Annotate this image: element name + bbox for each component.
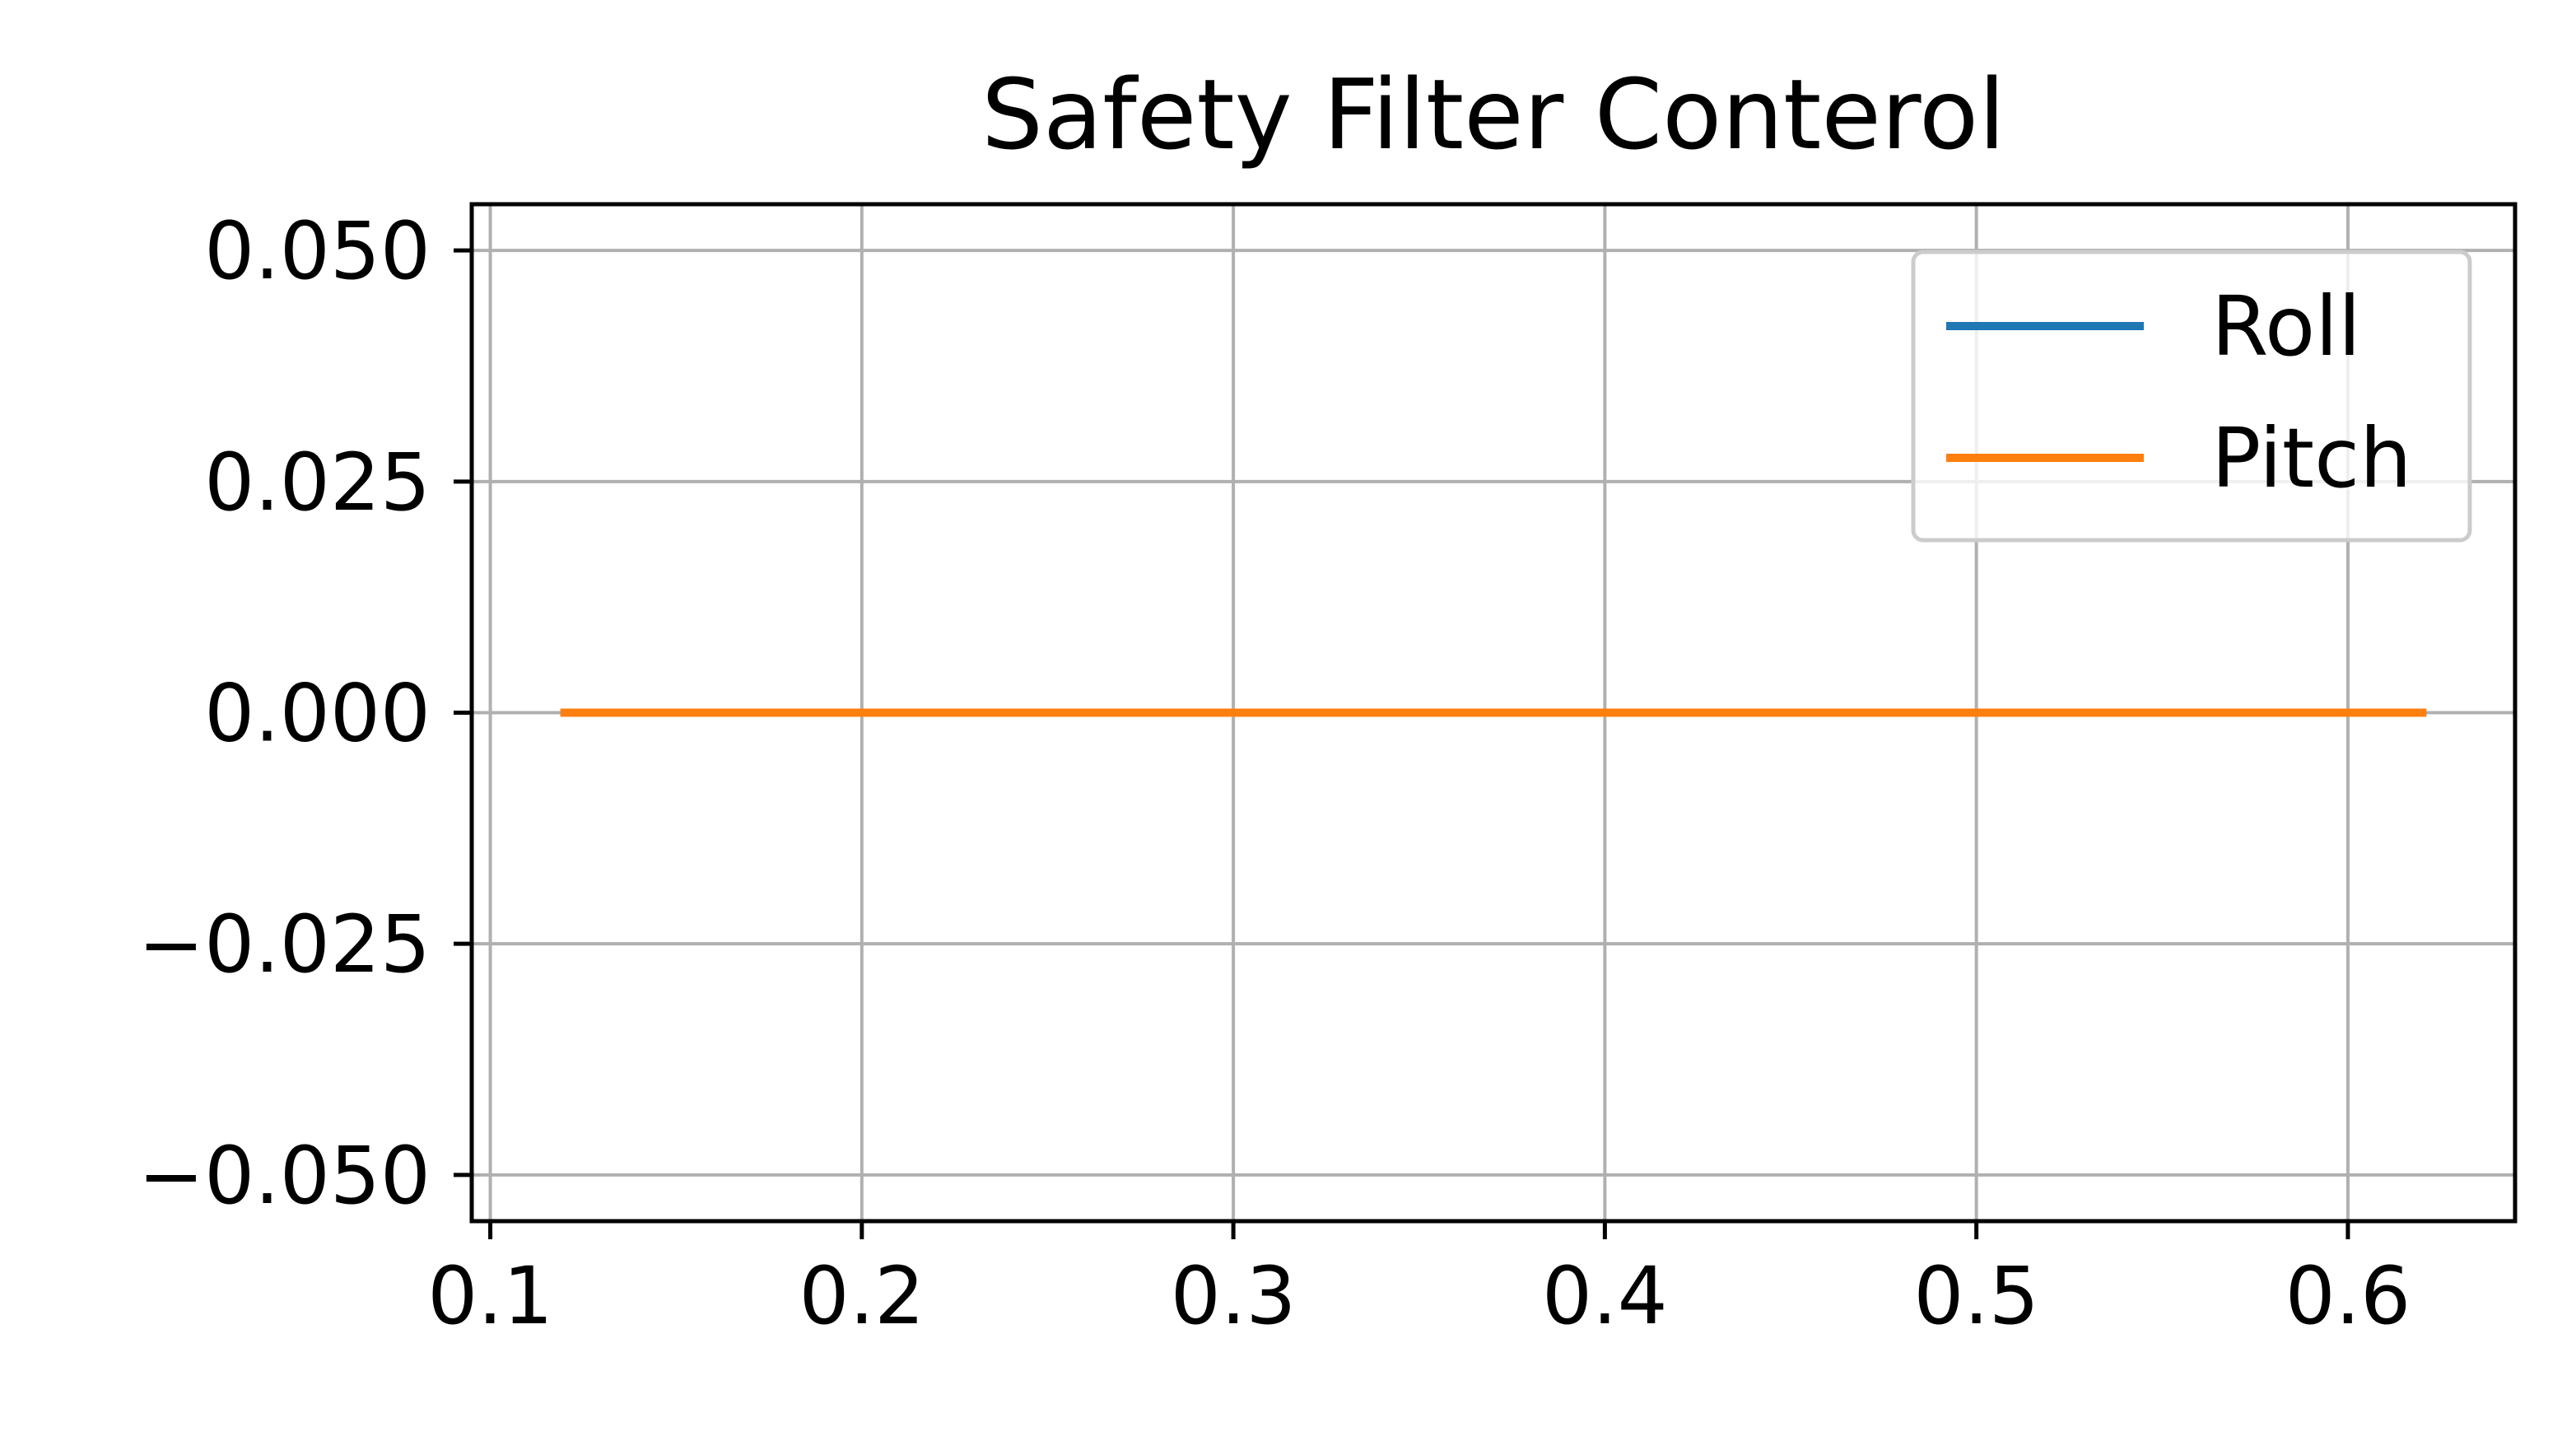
y-tick-label: 0.025	[204, 436, 431, 529]
legend-label-pitch: Pitch	[2211, 410, 2411, 506]
y-tick-label: −0.025	[138, 898, 431, 991]
x-tick-label: 0.5	[1913, 1250, 2039, 1342]
y-tick-label: 0.000	[204, 668, 431, 760]
x-tick-label: 0.4	[1542, 1250, 1668, 1342]
x-tick-label: 0.6	[2285, 1250, 2411, 1342]
chart-title: Safety Filter Conterol	[981, 58, 2005, 171]
legend-label-roll: Roll	[2211, 278, 2361, 375]
x-tick-label: 0.1	[427, 1250, 553, 1342]
x-tick-label: 0.3	[1171, 1250, 1297, 1342]
axis-ticks	[454, 248, 2350, 1239]
axis-tick-labels: 0.1 0.2 0.3 0.4 0.5 0.6 0.050 0.025 0.000 −0.025 −…	[138, 205, 2411, 1342]
legend: Roll Pitch	[1911, 249, 2472, 543]
y-tick-label: −0.050	[138, 1130, 431, 1222]
y-tick-label: 0.050	[204, 205, 431, 297]
x-tick-label: 0.2	[799, 1250, 925, 1342]
